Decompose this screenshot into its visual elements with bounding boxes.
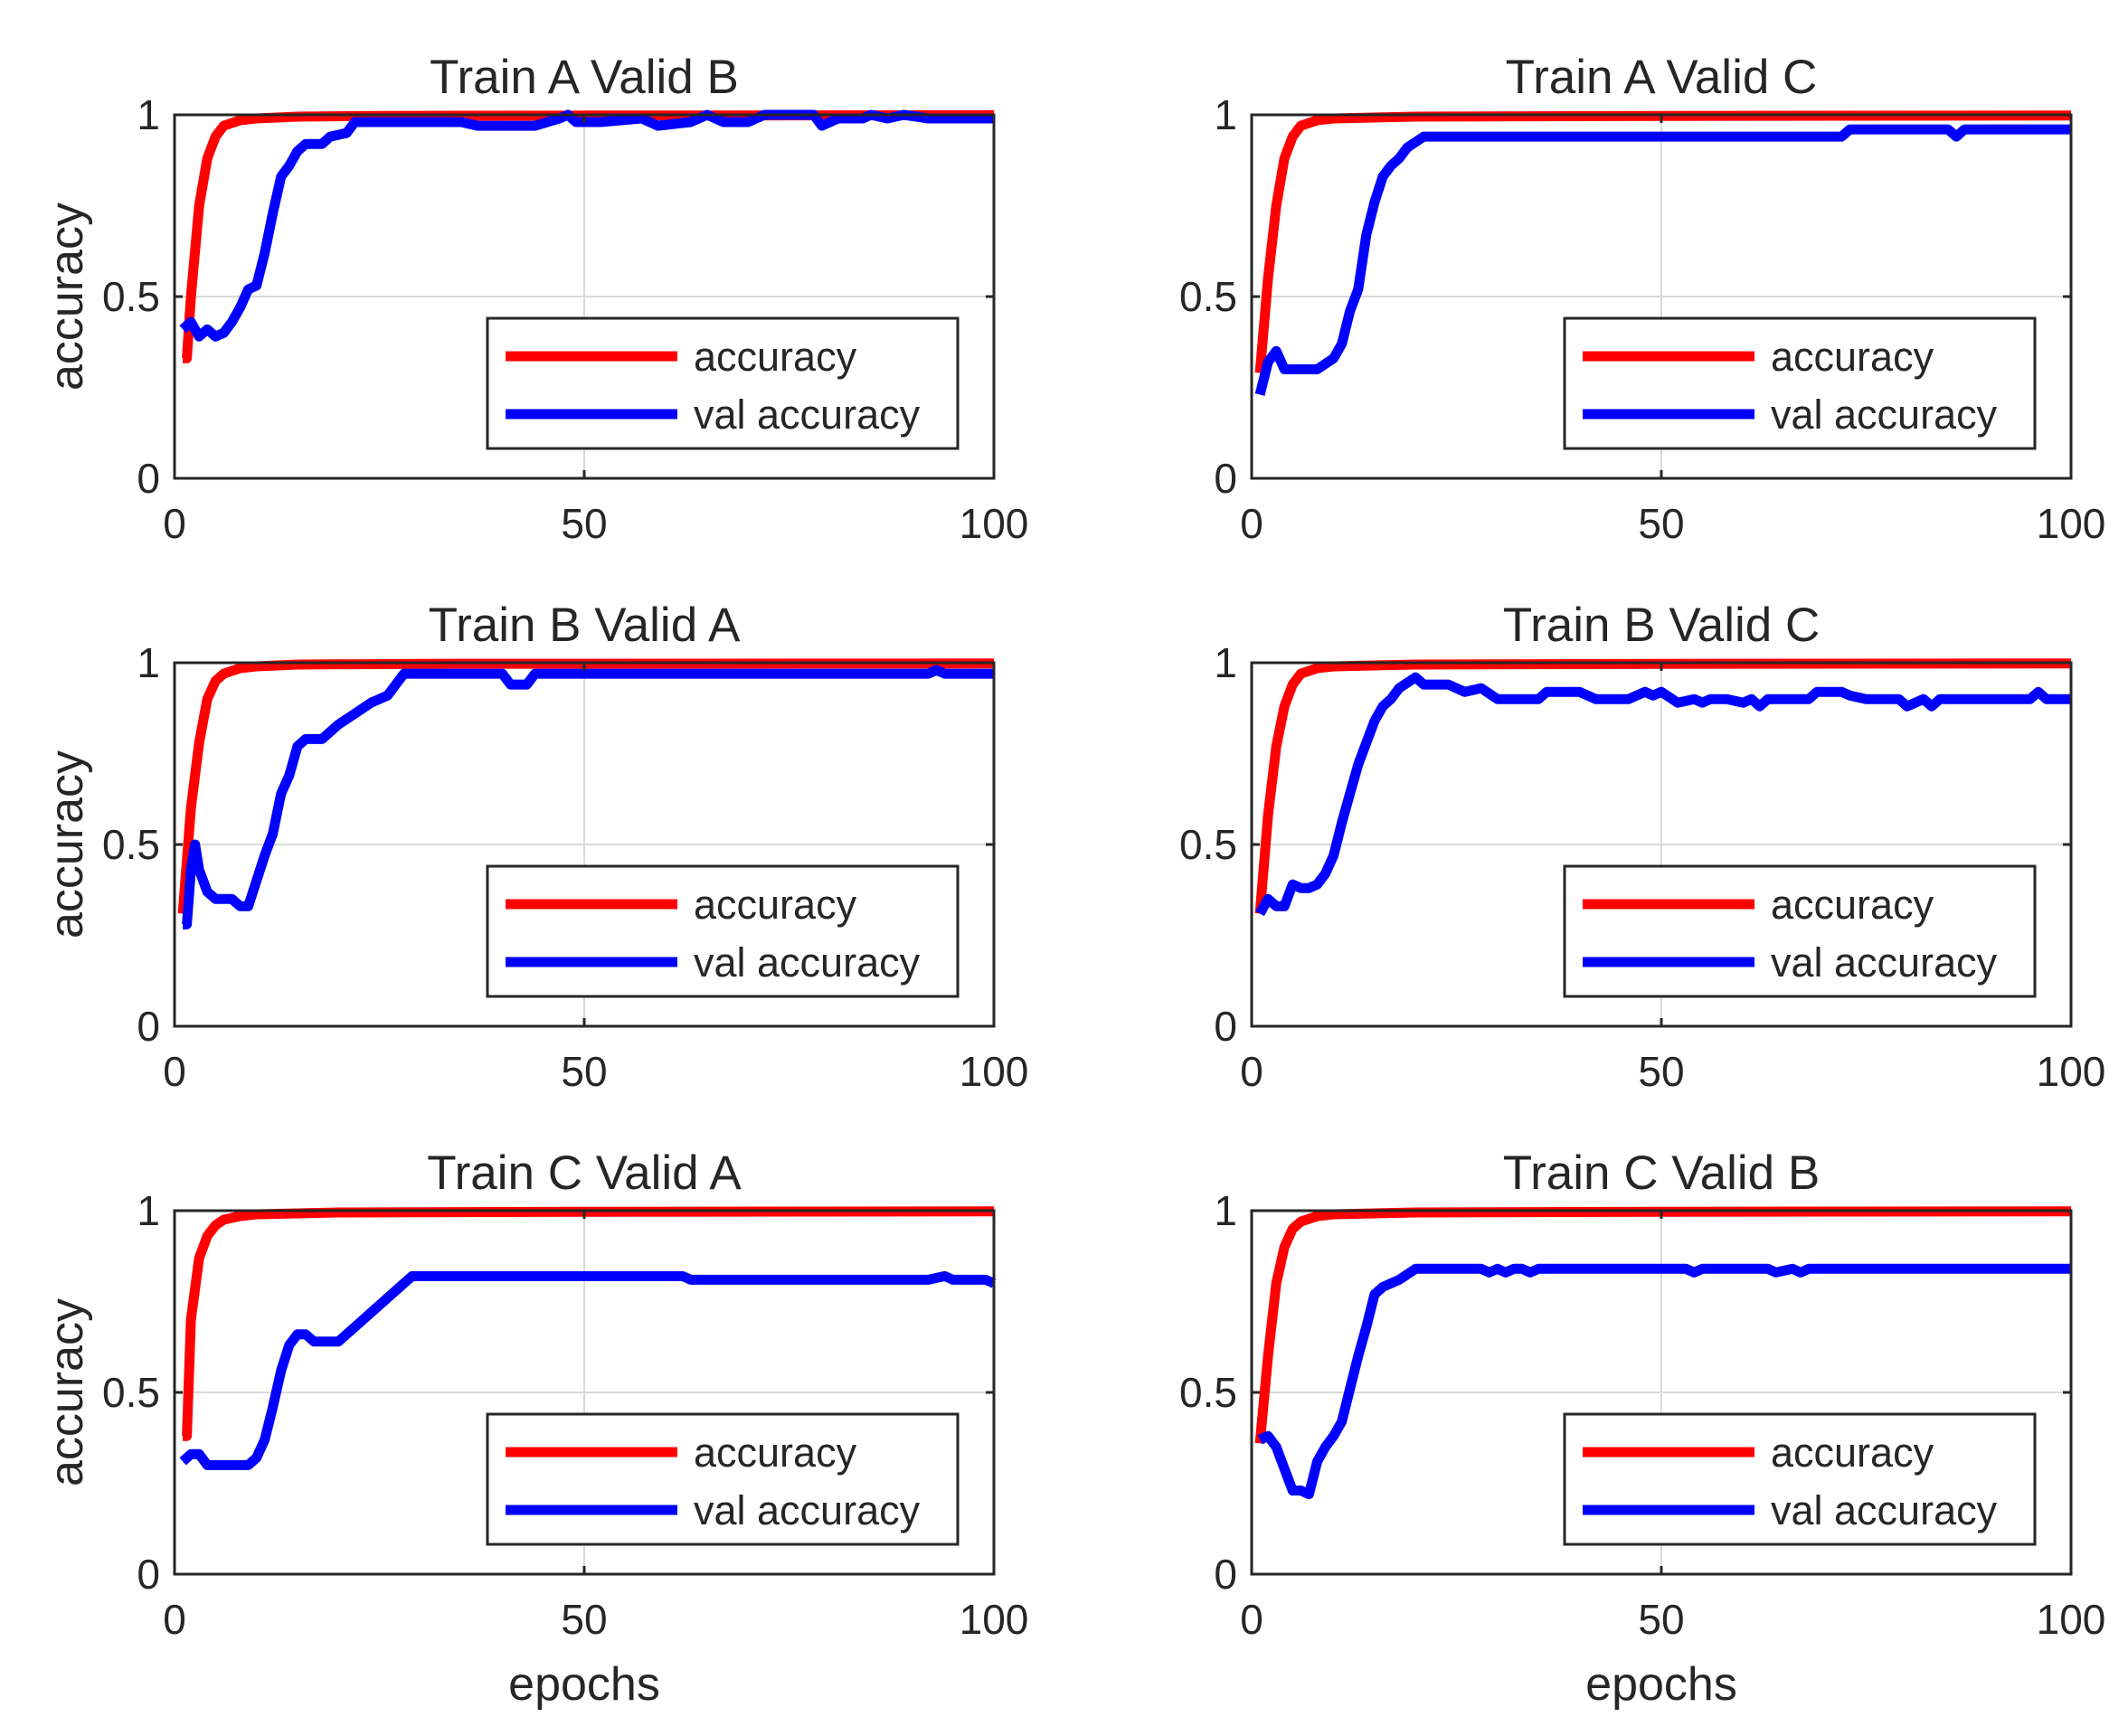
series-line-val-accuracy [1255, 672, 2071, 917]
legend-box [486, 316, 960, 450]
legend-label: val accuracy [1771, 392, 1998, 438]
series-line-accuracy [1254, 658, 2072, 914]
legend-label: val accuracy [1771, 1487, 1998, 1533]
y-tick-label: 1 [1214, 1187, 1237, 1234]
x-tick-label: 50 [1638, 500, 1684, 547]
legend-box [1563, 316, 2037, 450]
legend: accuracy val accuracy [486, 316, 960, 450]
legend-box [486, 1412, 960, 1546]
series-line-val-accuracy [182, 665, 994, 929]
subplot-6: 0 50 100 0 0.5 1 Train C Valid B epochs accuracy… [1179, 1146, 2105, 1711]
y-axis-label: accuracy [41, 1298, 93, 1486]
chart-title: Train A Valid C [1506, 51, 1818, 104]
x-tick-label: 50 [561, 500, 607, 547]
x-tick-label: 50 [1638, 1048, 1684, 1095]
y-tick-label: 1 [137, 639, 160, 686]
x-tick-label: 100 [2037, 500, 2106, 547]
y-tick-label: 0.5 [1179, 273, 1237, 320]
subplot-4: 0 50 100 0 0.5 1 Train B Valid C accuracy val ac… [1179, 599, 2105, 1095]
x-tick-label: 50 [561, 1596, 607, 1643]
x-tick-label: 0 [1240, 1048, 1263, 1095]
chart-title: Train B Valid A [429, 599, 741, 652]
series-line-val-accuracy [179, 109, 994, 342]
y-tick-label: 1 [137, 1187, 160, 1234]
x-axis-label: epochs [508, 1658, 660, 1711]
x-tick-label: 0 [163, 1048, 186, 1095]
legend-label: val accuracy [694, 392, 921, 438]
y-tick-label: 0.5 [1179, 1369, 1237, 1416]
legend: accuracy val accuracy [486, 1412, 960, 1546]
legend: accuracy val accuracy [1563, 1412, 2037, 1546]
legend-box [1563, 864, 2037, 998]
x-tick-label: 100 [960, 1048, 1029, 1095]
y-tick-label: 0 [1214, 455, 1237, 502]
x-tick-label: 50 [1638, 1596, 1684, 1643]
series-line-accuracy [182, 1206, 995, 1441]
x-tick-label: 0 [1240, 1596, 1263, 1643]
legend: accuracy val accuracy [486, 864, 960, 998]
legend: accuracy val accuracy [1563, 316, 2037, 450]
x-tick-label: 100 [2037, 1596, 2106, 1643]
legend-box [486, 864, 960, 998]
y-axis-label: accuracy [41, 203, 93, 391]
x-tick-label: 0 [163, 1596, 186, 1643]
series-line-accuracy [177, 658, 995, 914]
legend-label: accuracy [1771, 334, 1934, 380]
chart-title: Train B Valid C [1503, 599, 1821, 652]
y-tick-label: 1 [137, 91, 160, 138]
series-line-val-accuracy [1254, 124, 2071, 396]
legend-label: val accuracy [694, 1487, 921, 1533]
legend-label: accuracy [694, 1429, 857, 1476]
y-tick-label: 0.5 [102, 273, 160, 320]
series-line-accuracy [1254, 110, 2072, 373]
chart-title: Train A Valid B [430, 51, 739, 104]
y-tick-label: 0 [137, 455, 160, 502]
legend-label: val accuracy [1771, 939, 1998, 986]
legend: accuracy val accuracy [1563, 864, 2037, 998]
y-tick-label: 0 [137, 1551, 160, 1598]
series-line-accuracy [1254, 1206, 2072, 1444]
subplot-5: 0 50 100 0 0.5 1 Train C Valid A accuracy epochs… [41, 1146, 1028, 1711]
x-tick-label: 50 [561, 1048, 607, 1095]
x-axis-label: epochs [1585, 1658, 1737, 1711]
y-tick-label: 0 [1214, 1551, 1237, 1598]
y-tick-label: 0.5 [102, 821, 160, 868]
y-tick-label: 0 [137, 1003, 160, 1050]
chart-title: Train C Valid B [1503, 1146, 1821, 1200]
x-tick-label: 0 [163, 500, 186, 547]
legend-box [1563, 1412, 2037, 1546]
legend-label: accuracy [694, 334, 857, 380]
series-line-val-accuracy [179, 1270, 997, 1470]
x-tick-label: 0 [1240, 500, 1263, 547]
x-tick-label: 100 [960, 500, 1029, 547]
legend-label: accuracy [694, 882, 857, 928]
chart-title: Train C Valid A [427, 1146, 742, 1200]
y-axis-label: accuracy [41, 750, 93, 939]
y-tick-label: 0 [1214, 1003, 1237, 1050]
legend-label: val accuracy [694, 939, 921, 986]
legend-label: accuracy [1771, 882, 1934, 928]
x-tick-label: 100 [2037, 1048, 2106, 1095]
legend-label: accuracy [1771, 1429, 1934, 1476]
y-tick-label: 1 [1214, 91, 1237, 138]
x-tick-label: 100 [960, 1596, 1029, 1643]
y-tick-label: 0.5 [1179, 821, 1237, 868]
y-tick-label: 0.5 [102, 1369, 160, 1416]
y-tick-label: 1 [1214, 639, 1237, 686]
subplot-2: 0 50 100 0 0.5 1 Train A Valid C accuracy val ac… [1179, 51, 2105, 547]
series-line-val-accuracy [1257, 1263, 2071, 1500]
